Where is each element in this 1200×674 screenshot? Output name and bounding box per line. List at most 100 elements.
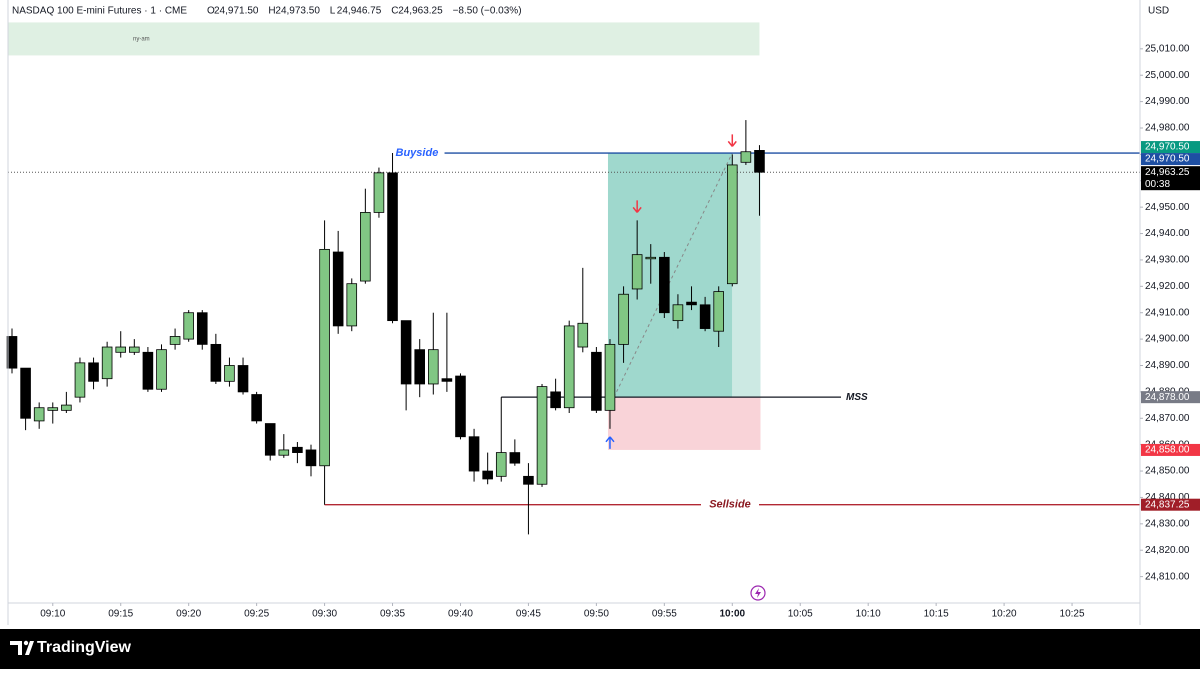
x-tick-label: 09:40 — [448, 609, 473, 620]
price-tag-label: 24,837.25 — [1145, 499, 1190, 510]
x-tick-label: 09:35 — [380, 609, 405, 620]
level-label: Sellside — [709, 499, 751, 511]
y-tick-label: 24,950.00 — [1145, 202, 1190, 213]
x-tick-label: 09:50 — [584, 609, 609, 620]
candle-body-down — [441, 378, 453, 382]
signal-arrow-down — [632, 200, 642, 213]
candle-body-up — [61, 404, 72, 411]
candle-body-up — [101, 346, 113, 380]
y-tick-label: 24,910.00 — [1145, 307, 1190, 318]
y-tick-label: 24,840.00 — [1145, 492, 1190, 503]
candle-body-down — [468, 436, 480, 472]
candle-body-up — [373, 172, 385, 213]
signal-arrow-down — [727, 134, 737, 147]
y-tick-label: 24,810.00 — [1145, 571, 1190, 582]
candle-body-down — [659, 256, 670, 314]
candle-body-up — [74, 362, 86, 398]
candle-body-up — [536, 386, 548, 485]
y-tick-label: 25,010.00 — [1145, 43, 1190, 54]
chart-title: NASDAQ 100 E-mini Futures · 1 · CME — [12, 6, 187, 17]
candle-body-up — [428, 349, 439, 385]
legend-value: 24,971.50 — [214, 6, 259, 17]
y-tick-label: 25,000.00 — [1145, 70, 1190, 81]
candle-body-down — [482, 470, 493, 480]
x-tick-label: 10:10 — [856, 609, 881, 620]
candle-body-up — [713, 291, 724, 332]
x-tick-label: 09:25 — [244, 609, 269, 620]
legend-key: O — [207, 6, 215, 17]
y-tick-label: 24,830.00 — [1145, 518, 1190, 529]
candle-body-up — [319, 248, 330, 467]
candle-body-up — [672, 304, 684, 322]
candle-body-down — [509, 452, 521, 464]
y-tick-label: 24,990.00 — [1145, 96, 1190, 107]
x-tick-label: 09:30 — [312, 609, 337, 620]
legend-key: L — [330, 6, 336, 17]
y-tick-label: 24,930.00 — [1145, 255, 1190, 266]
level-label: Buyside — [396, 147, 439, 159]
x-tick-label: 09:15 — [108, 609, 133, 620]
candle-body-up — [346, 283, 358, 327]
candle-body-up — [169, 336, 181, 345]
candle-body-down — [699, 304, 711, 329]
plot-area: ny-am Buyside Sellside MSS — [6, 22, 1140, 535]
candle-body-up — [115, 346, 127, 353]
legend-change: −8.50 (−0.03%) — [453, 6, 522, 17]
price-tag — [1141, 153, 1200, 166]
candle-body-down — [550, 391, 561, 409]
x-tick-label: 10:25 — [1060, 609, 1085, 620]
currency-box — [1142, 2, 1198, 20]
candle-body-down — [591, 351, 602, 411]
candle-body-down — [414, 349, 426, 385]
candle-body-up — [183, 312, 194, 340]
candle-body-up — [129, 346, 140, 353]
candle-body-down — [6, 336, 18, 369]
candle-body-up — [740, 151, 752, 163]
brand-name: TradingView — [37, 639, 132, 656]
candle-body-down — [387, 172, 398, 322]
price-tag-label: 24,878.00 — [1145, 392, 1190, 403]
candle-body-down — [251, 394, 262, 422]
candle-body-up — [278, 449, 290, 456]
candle-body-down — [305, 449, 317, 467]
x-tick-label: 10:00 — [720, 609, 746, 620]
price-tag — [1141, 391, 1200, 404]
candle-body-down — [142, 351, 154, 390]
price-tag-countdown: 00:38 — [1145, 179, 1170, 190]
session-box — [8, 22, 760, 56]
y-tick-label: 24,890.00 — [1145, 360, 1190, 371]
candle-body-down — [523, 475, 534, 485]
candle-body-down — [455, 375, 466, 438]
candle-body-down — [264, 423, 276, 456]
candle-body-up — [360, 212, 371, 282]
legend-key: C — [391, 6, 398, 17]
y-tick-label: 24,980.00 — [1145, 123, 1190, 134]
price-tag — [1141, 166, 1200, 191]
y-tick-label: 24,850.00 — [1145, 466, 1190, 477]
candle-body-up — [726, 164, 738, 285]
candle-body-up — [47, 407, 59, 411]
price-tag-label: 24,963.25 — [1145, 167, 1190, 178]
candle-body-up — [156, 349, 167, 390]
candle-body-up — [618, 293, 629, 345]
candle-body-up — [495, 452, 507, 477]
price-tag — [1141, 498, 1200, 511]
candle-body-down — [332, 251, 344, 327]
session-label: ny-am — [133, 37, 150, 43]
currency: USD — [1148, 6, 1169, 17]
stop-zone — [607, 397, 761, 450]
price-tag — [1141, 141, 1200, 154]
footer-bar — [0, 629, 1200, 669]
candle-body-down — [210, 343, 222, 382]
candle-body-down — [237, 365, 249, 393]
x-tick-label: 09:45 — [516, 609, 541, 620]
price-tag-label: 24,970.50 — [1145, 142, 1190, 153]
price-tag-label: 24,970.50 — [1145, 154, 1190, 165]
x-tick-label: 10:05 — [788, 609, 813, 620]
candle-body-down — [292, 446, 303, 453]
price-tag — [1141, 443, 1200, 456]
x-tick-label: 10:20 — [992, 609, 1017, 620]
candle-body-up — [563, 325, 575, 409]
